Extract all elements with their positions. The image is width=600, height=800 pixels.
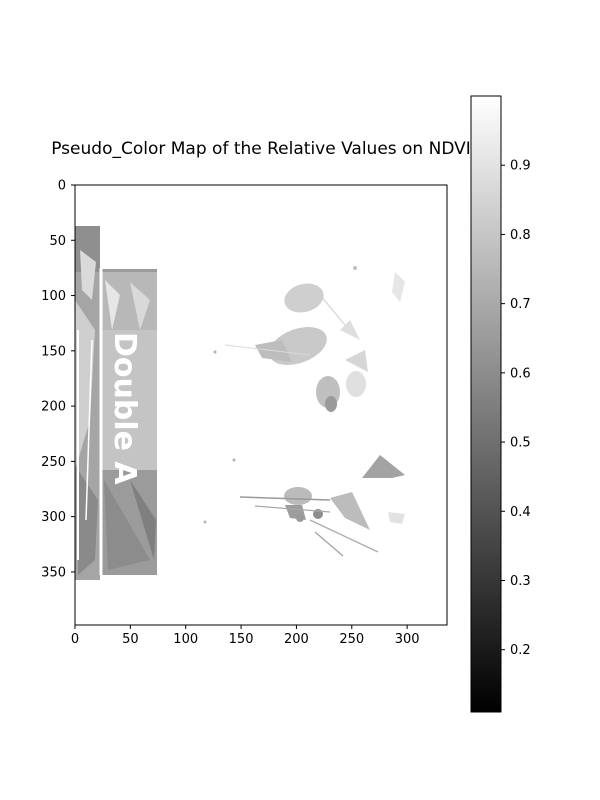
y-tick-label: 300 <box>41 510 66 525</box>
chart-title: Pseudo_Color Map of the Relative Values … <box>51 139 471 159</box>
plot-frame <box>74 184 448 626</box>
heatmap-image: Double A <box>75 185 447 625</box>
upper-plant-cluster <box>213 266 405 412</box>
y-axis: 0 50 100 150 200 250 300 350 <box>41 179 75 580</box>
y-tick-label: 50 <box>49 234 66 249</box>
colorbar <box>470 95 502 713</box>
colorbar-tick-label: 0.9 <box>510 159 531 174</box>
colorbar-tick-label: 0.2 <box>510 643 531 658</box>
left-foliage-strip <box>75 226 100 580</box>
colorbar-tick-label: 0.4 <box>510 505 531 520</box>
x-tick-label: 0 <box>71 632 79 647</box>
x-tick-label: 150 <box>229 632 254 647</box>
y-tick-label: 100 <box>41 289 66 304</box>
y-tick-label: 200 <box>41 400 66 415</box>
x-axis: 0 50 100 150 200 250 300 <box>71 625 420 647</box>
y-tick-label: 0 <box>58 179 66 194</box>
colorbar-tick-label: 0.6 <box>510 366 531 381</box>
y-tick-label: 350 <box>41 565 66 580</box>
x-tick-label: 50 <box>122 632 139 647</box>
x-tick-label: 100 <box>173 632 198 647</box>
lower-plant-cluster <box>203 455 405 557</box>
x-tick-label: 200 <box>284 632 309 647</box>
colorbar-tick-label: 0.3 <box>510 574 531 589</box>
colorbar-axis: 0.2 0.3 0.4 0.5 0.6 0.7 0.8 0.9 <box>501 159 531 658</box>
y-tick-label: 150 <box>41 344 66 359</box>
colorbar-tick-label: 0.8 <box>510 228 531 243</box>
x-tick-label: 300 <box>395 632 420 647</box>
label-card: Double A <box>99 267 159 575</box>
y-tick-label: 250 <box>41 455 66 470</box>
label-card-text: Double A <box>107 332 142 485</box>
colorbar-tick-label: 0.7 <box>510 297 531 312</box>
x-tick-label: 250 <box>339 632 364 647</box>
colorbar-tick-label: 0.5 <box>510 436 531 451</box>
